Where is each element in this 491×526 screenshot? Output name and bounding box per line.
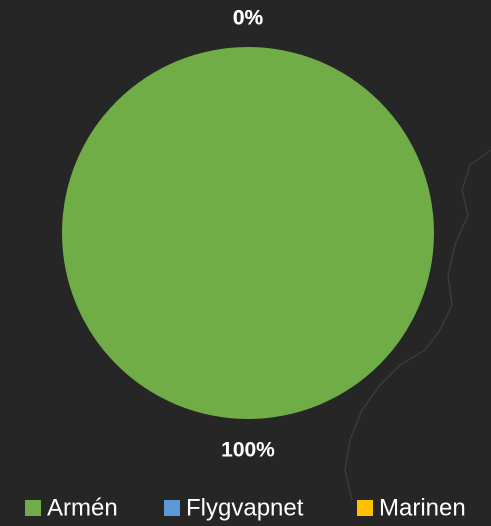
- data-label: 0%: [233, 7, 264, 30]
- data-label: 100%: [221, 439, 275, 462]
- legend-swatch: [25, 500, 41, 516]
- legend-label: Armén: [47, 494, 118, 521]
- data-label: 0%: [233, 7, 264, 30]
- legend-swatch: [357, 500, 373, 516]
- legend-swatch: [164, 500, 180, 516]
- legend-label: Marinen: [379, 494, 466, 521]
- legend-label: Flygvapnet: [186, 494, 304, 521]
- pie-slice: [62, 47, 434, 419]
- map-outline: [344, 149, 491, 501]
